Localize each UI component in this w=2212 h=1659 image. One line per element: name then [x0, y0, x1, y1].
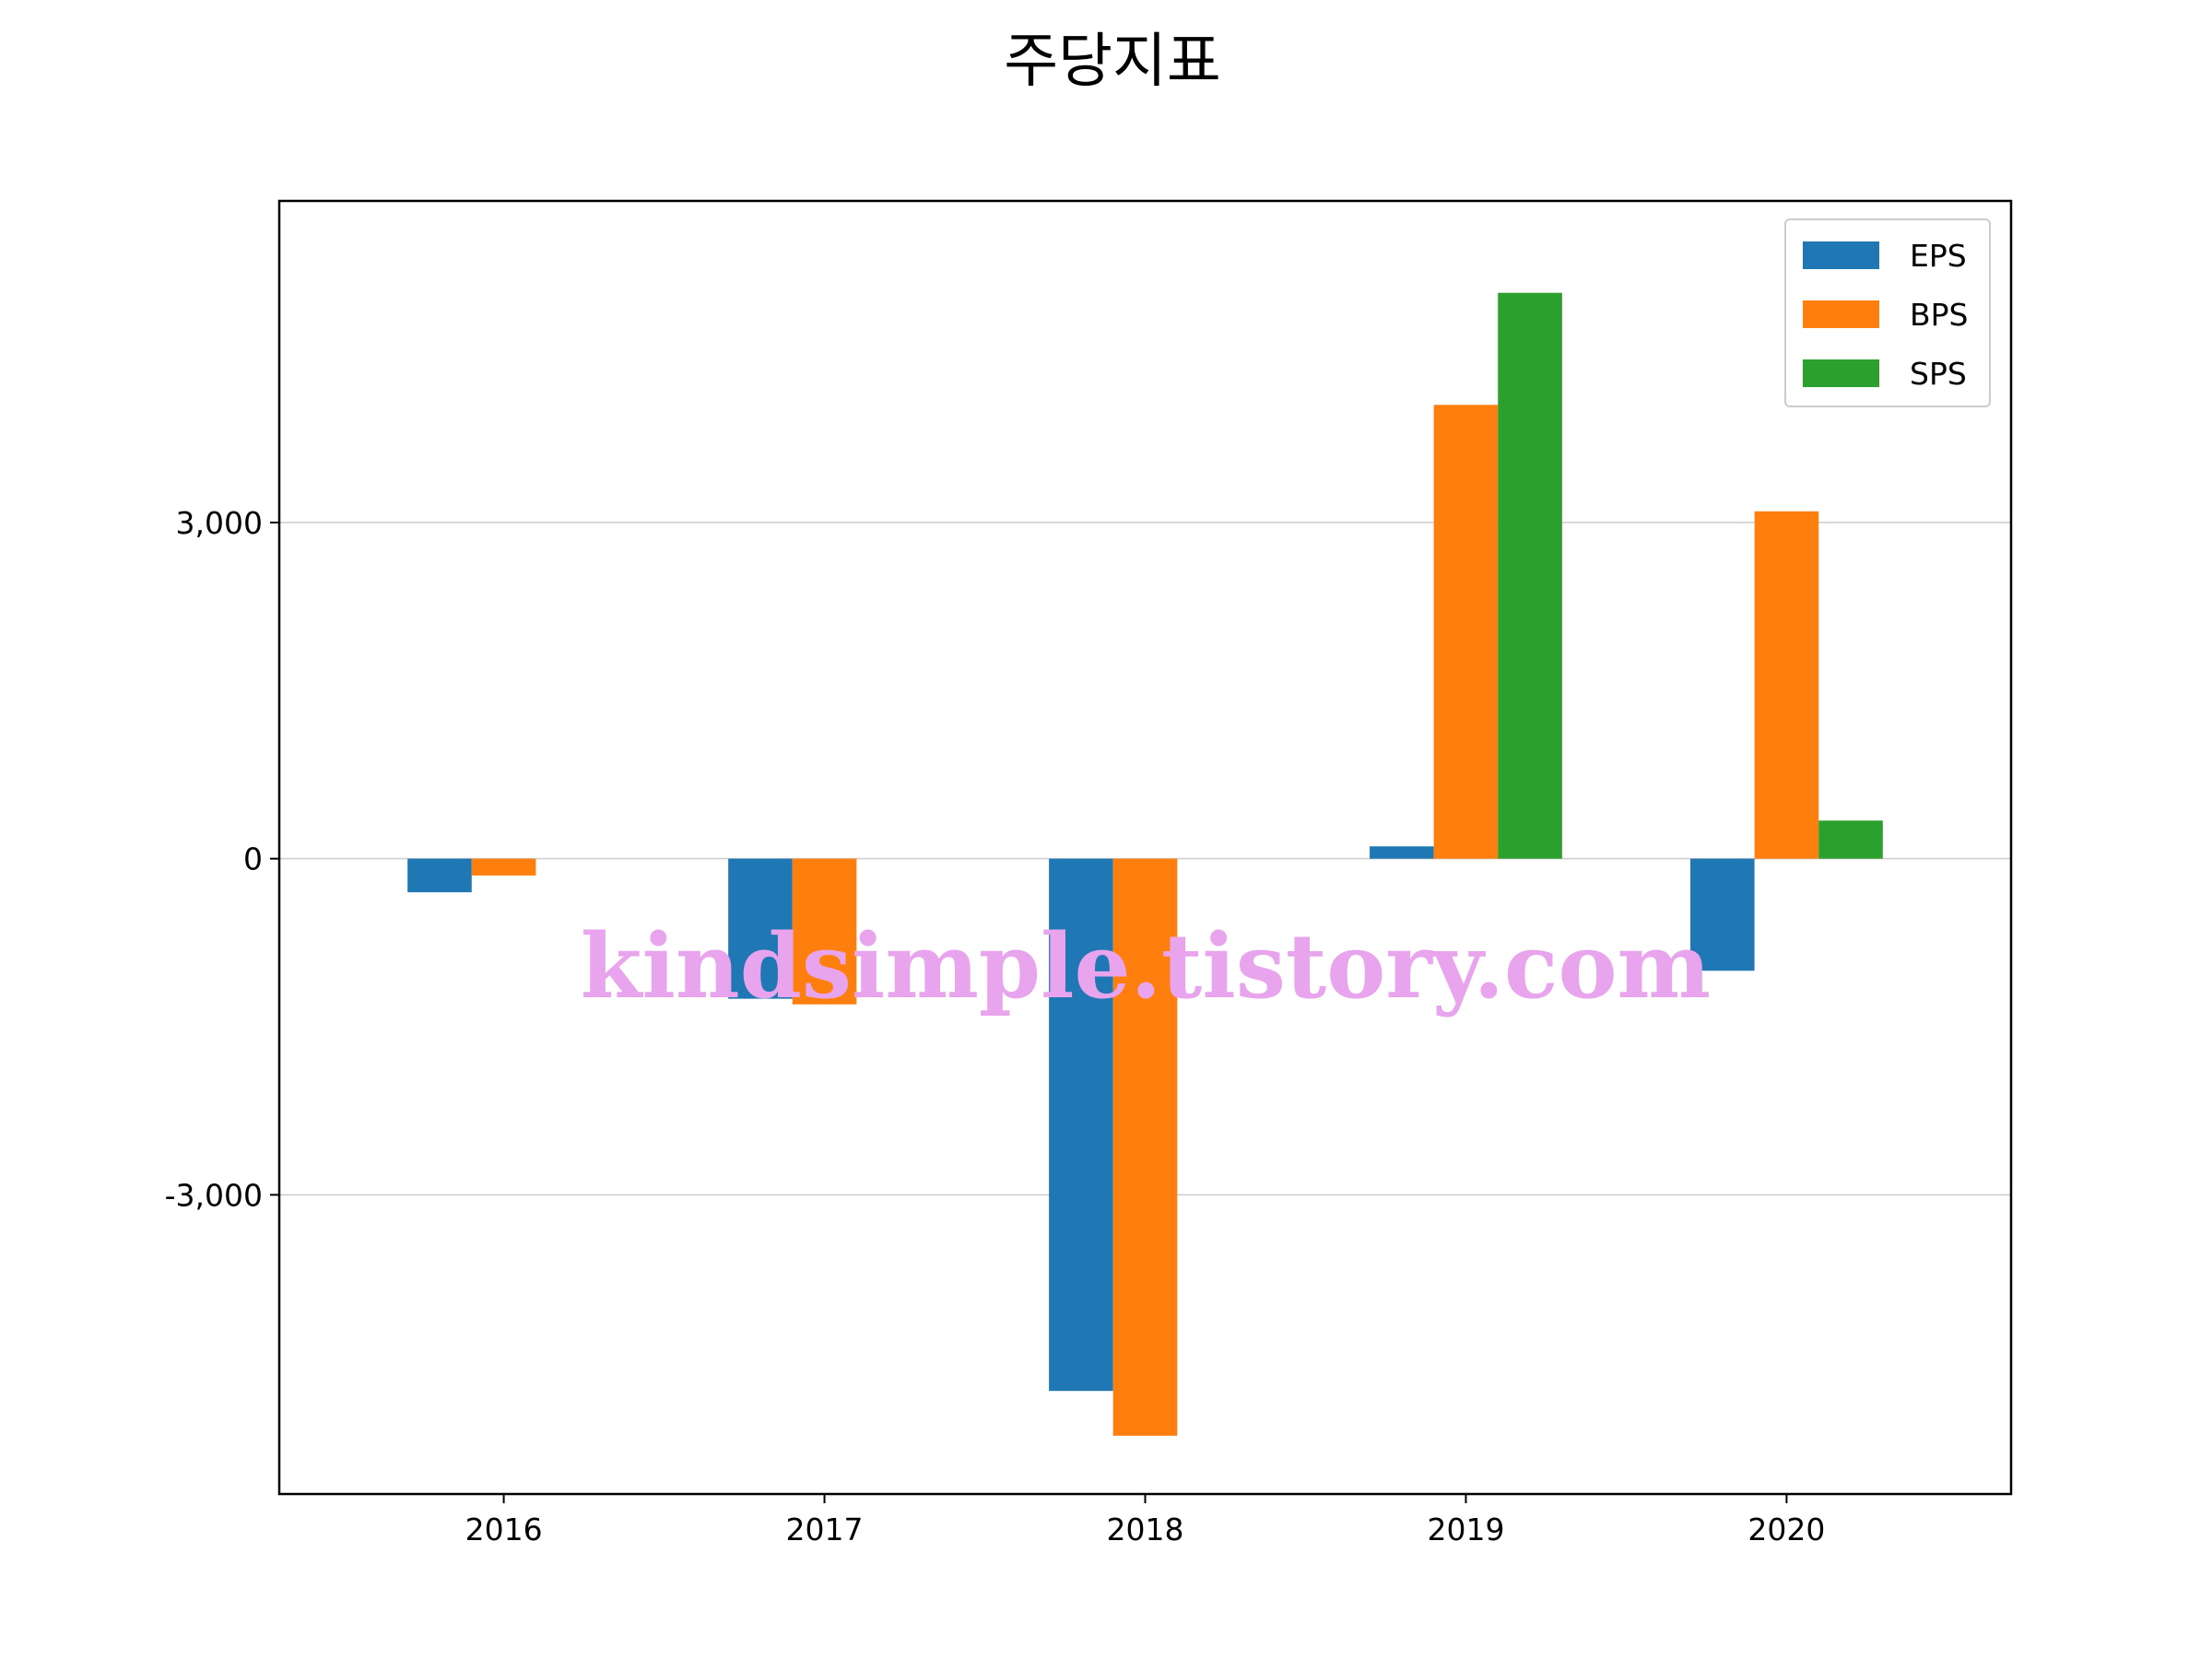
legend-label-eps: EPS: [1910, 238, 1967, 274]
bar-bps-2016: [471, 858, 536, 876]
bar-eps-2018: [1049, 858, 1113, 1392]
bar-bps-2020: [1754, 511, 1819, 859]
legend-swatch-eps: [1803, 241, 1879, 269]
bar-eps-2017: [728, 858, 793, 999]
chart-title: 주당지표: [1004, 28, 1221, 96]
y-tick-label: -3,000: [165, 1177, 263, 1213]
plot-frame: [277, 199, 2013, 1496]
legend-swatch-sps: [1803, 359, 1879, 387]
y-axis: -3,000 0 3,000: [165, 505, 279, 1213]
x-tick-label: 2018: [1107, 1512, 1184, 1547]
bar-eps-2016: [407, 858, 472, 893]
legend-label-bps: BPS: [1910, 297, 1969, 333]
bar-bps-2019: [1433, 405, 1499, 859]
bar-sps-2020: [1818, 820, 1883, 859]
bars: [407, 292, 1883, 1436]
bar-eps-2020: [1690, 858, 1755, 971]
x-tick-label: 2016: [465, 1512, 543, 1547]
watermark: kindsimple.tistory.com: [581, 914, 1711, 1018]
x-axis: 2016 2017 2018 2019 2020: [465, 1494, 1825, 1547]
bar-bps-2018: [1112, 858, 1178, 1436]
legend-swatch-bps: [1803, 300, 1879, 328]
x-tick-label: 2019: [1427, 1512, 1504, 1547]
bar-eps-2019: [1370, 846, 1434, 859]
legend: EPS BPS SPS: [1784, 218, 1991, 407]
legend-label-sps: SPS: [1910, 356, 1967, 392]
x-tick-label: 2017: [786, 1512, 864, 1547]
y-tick-label: 3,000: [176, 505, 263, 541]
bar-bps-2017: [792, 858, 857, 1005]
x-tick-label: 2020: [1747, 1512, 1825, 1547]
y-tick-label: 0: [243, 841, 263, 877]
bar-sps-2019: [1498, 292, 1562, 859]
